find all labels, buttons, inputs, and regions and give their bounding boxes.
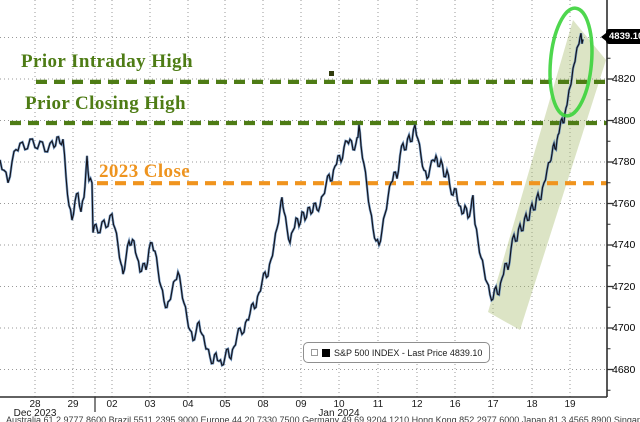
x-axis-label: 03	[144, 399, 156, 410]
y-axis-label: 4720	[612, 280, 636, 293]
y-axis-label: 4760	[612, 197, 636, 210]
annotation-dot	[329, 71, 334, 76]
legend-checkbox-icon[interactable]	[311, 349, 318, 356]
x-axis-label: 18	[526, 399, 538, 410]
x-axis-label: 05	[219, 399, 231, 410]
x-axis-label: 29	[67, 399, 79, 410]
y-axis-label: 4680	[612, 363, 636, 376]
month-label: Dec 2023	[13, 408, 57, 419]
highlight-ellipse	[548, 6, 594, 118]
y-axis-label: 4820	[612, 73, 636, 85]
x-axis-label: 04	[182, 399, 194, 410]
legend-series-text: S&P 500 INDEX - Last Price 4839.10	[334, 347, 483, 358]
x-axis-label: 28	[29, 399, 41, 410]
legend[interactable]: S&P 500 INDEX - Last Price 4839.10	[303, 342, 491, 363]
y-axis-label: 4800	[612, 114, 636, 127]
legend-series-marker-icon	[322, 348, 330, 357]
x-axis-label: 16	[449, 399, 461, 410]
x-axis-label: 02	[106, 399, 118, 410]
y-axis-label: 4700	[612, 322, 636, 334]
prior-intraday-high-label: Prior Intraday High	[21, 51, 193, 72]
x-axis-label: 09	[295, 399, 307, 410]
x-axis-label: 17	[487, 399, 499, 410]
price-line	[0, 33, 584, 367]
x-axis-label: 10	[333, 399, 345, 410]
y-axis-label: 4780	[612, 156, 636, 168]
last-price-badge: 4839.10	[600, 29, 640, 44]
month-label: Jan 2024	[318, 408, 360, 419]
2023-close-label: 2023 Close	[99, 161, 191, 182]
x-axis-label: 08	[257, 399, 269, 410]
y-axis-label: 4740	[612, 239, 636, 251]
prior-closing-high-label: Prior Closing High	[25, 93, 186, 114]
footer-contact-text: Australia 61 2 9777 8600 Brazil 5511 239…	[6, 415, 640, 422]
x-axis-label: 19	[564, 399, 576, 410]
x-axis-label: 11	[372, 399, 384, 410]
x-axis-label: 12	[411, 399, 423, 410]
